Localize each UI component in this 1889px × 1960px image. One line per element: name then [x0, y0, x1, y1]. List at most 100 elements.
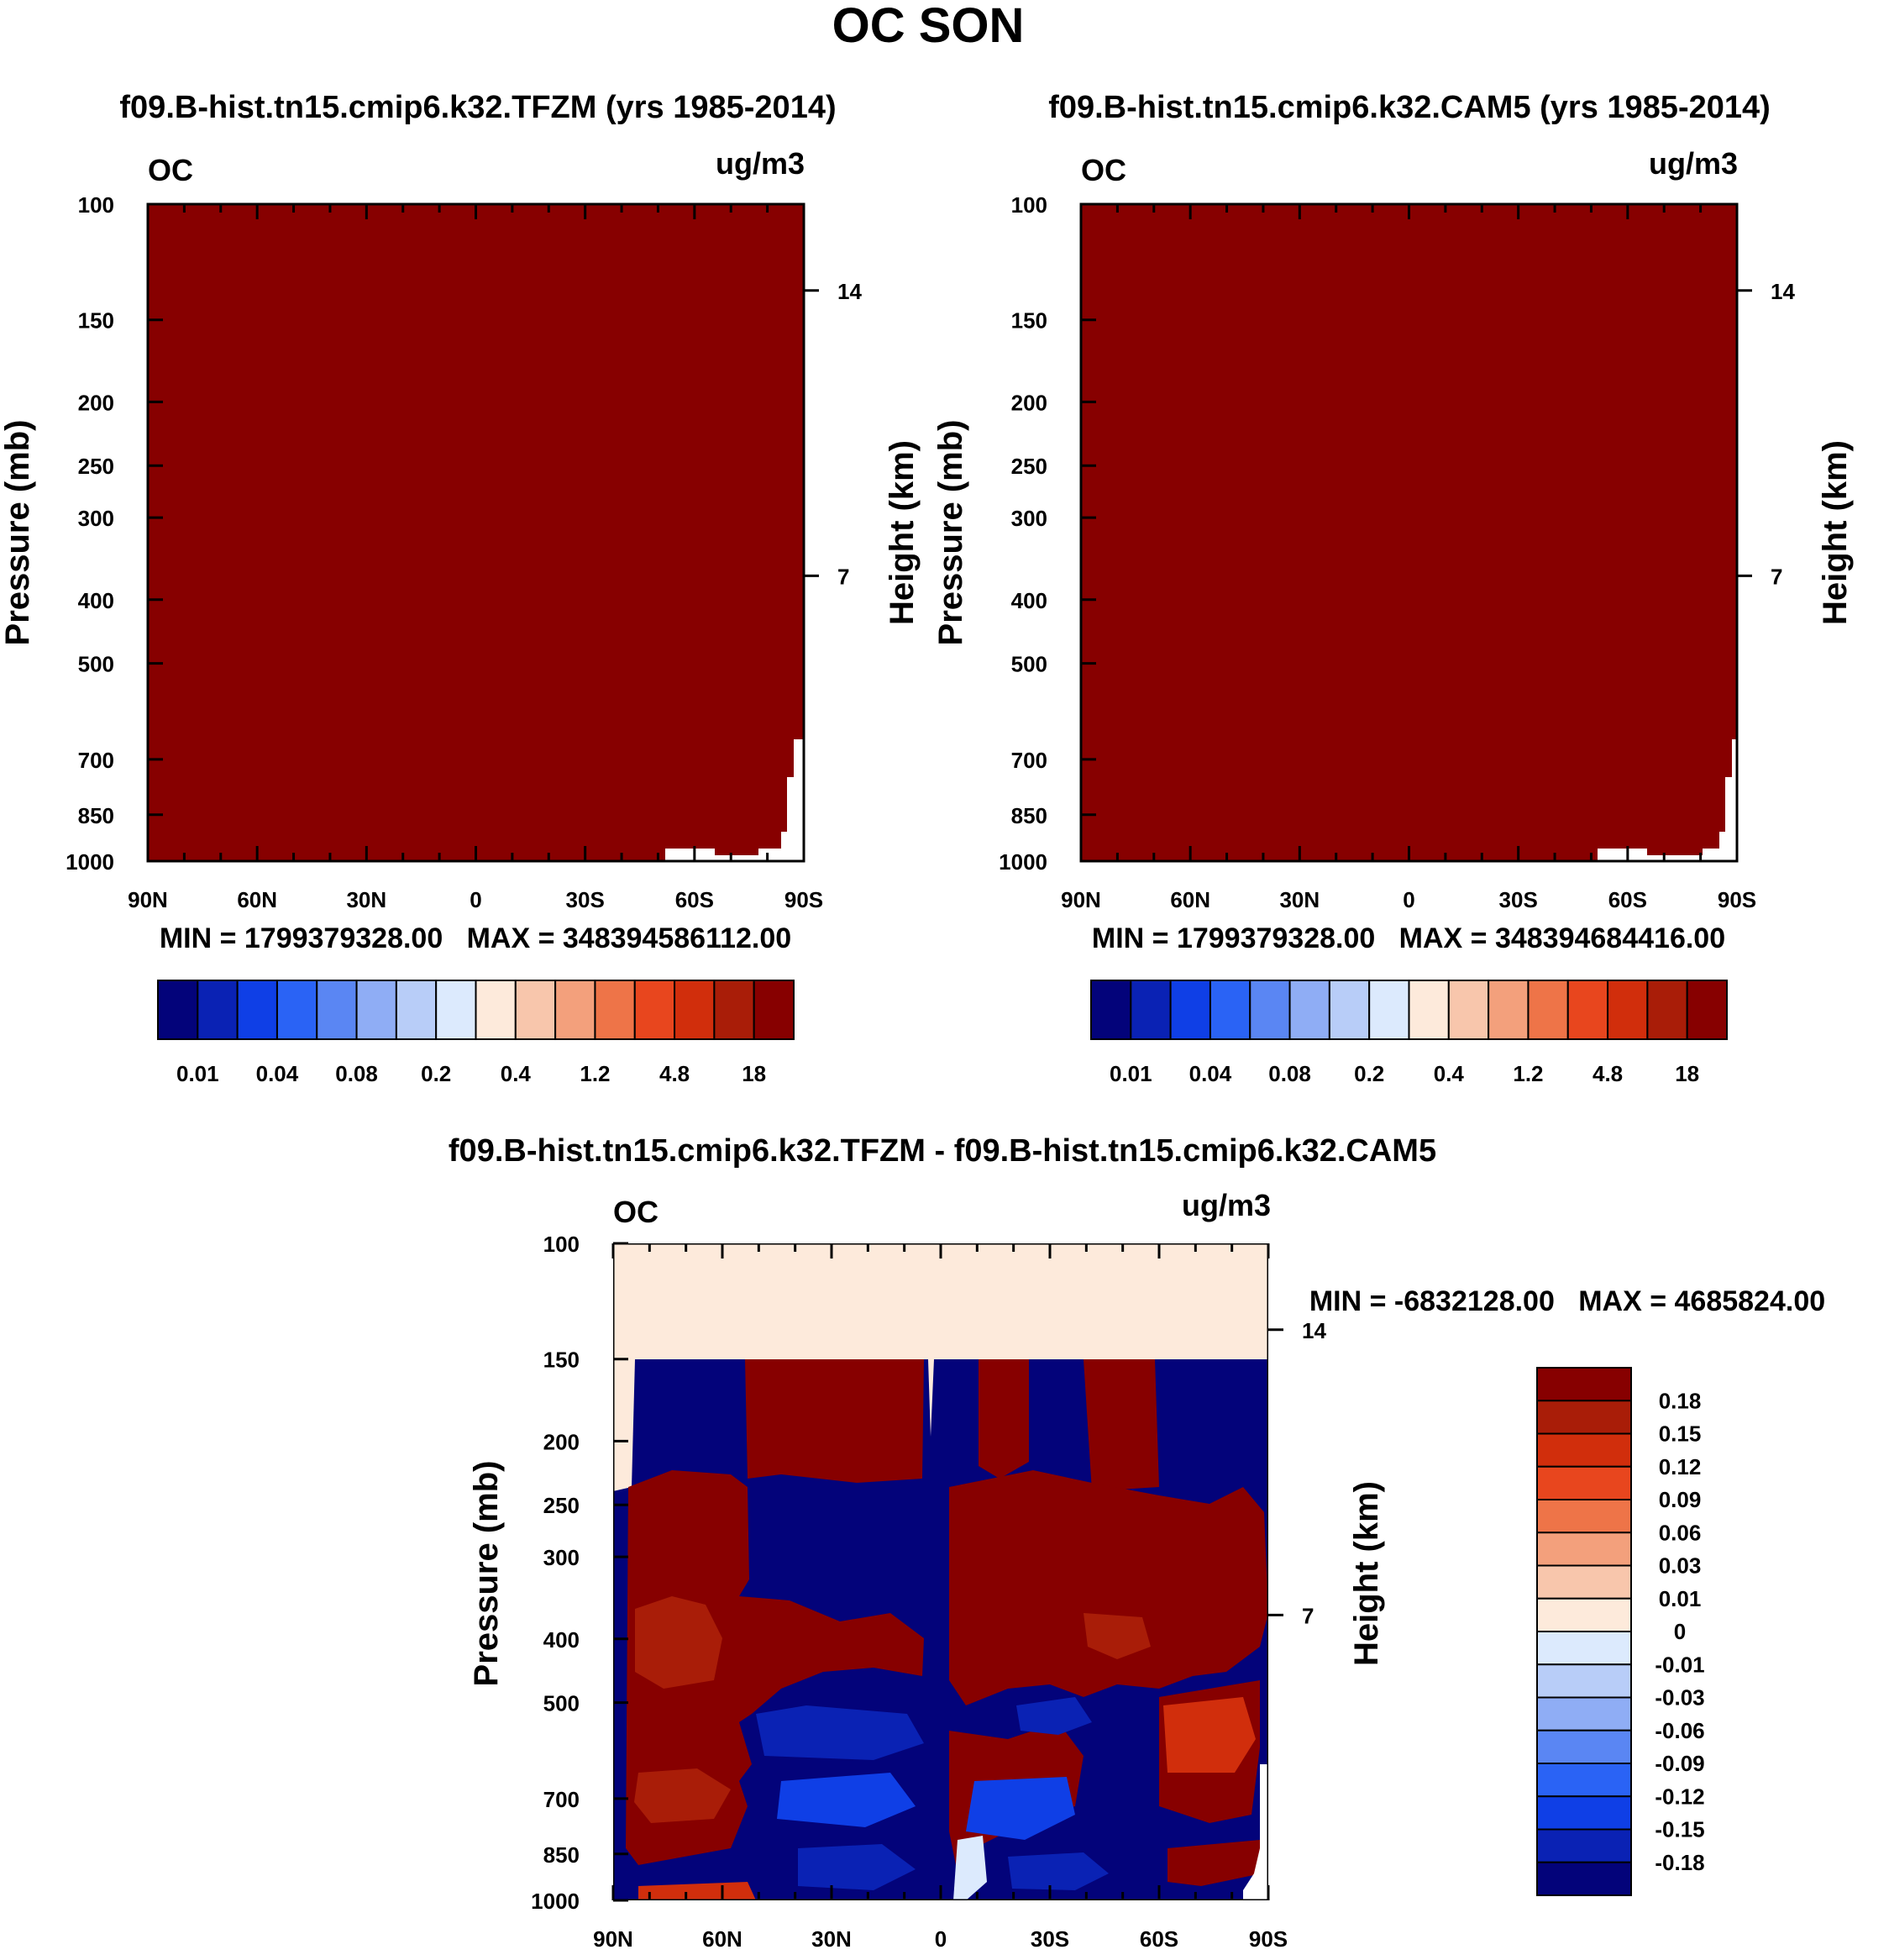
- figure-title: OC SON: [832, 0, 1025, 53]
- y-tick-label: 400: [543, 1627, 580, 1653]
- x-tick-label: 60N: [702, 1926, 742, 1952]
- x-tick-label: 60N: [237, 887, 277, 912]
- colorbar-swatch: [1130, 980, 1172, 1040]
- colorbar-swatch: [713, 980, 755, 1040]
- left-axis: 100 150 200 250 300 400 500 700 850 1000: [999, 192, 1096, 875]
- colorbar-swatch: [1536, 1499, 1632, 1534]
- y-axis-label: Pressure (mb): [932, 420, 969, 646]
- colorbar-swatch: [1536, 1367, 1632, 1402]
- colorbar-swatch: [275, 980, 318, 1040]
- bottom-axis: 90N 60N 30N 0 30S 60S 90S: [128, 846, 823, 912]
- colorbar-label: 0.04: [1189, 1061, 1232, 1086]
- colorbar-swatch: [1090, 980, 1132, 1040]
- units-label: ug/m3: [1182, 1188, 1271, 1222]
- colorbar-swatch: [1527, 980, 1569, 1040]
- colorbar: 0.18 0.15 0.12 0.09 0.06 0.03 0.01 0 -0.01 -0.03 -…: [1536, 1367, 1705, 1896]
- y-axis-right-label: Height (km): [1817, 440, 1854, 625]
- height-tick-label: 14: [1302, 1318, 1326, 1343]
- colorbar-label: 0.01: [176, 1061, 219, 1086]
- colorbar-swatch: [1536, 1763, 1632, 1798]
- min-max-stats: MIN = 1799379328.00 MAX = 348394684416.0…: [1092, 922, 1725, 954]
- colorbar-label: 0.04: [256, 1061, 299, 1086]
- plot-area: [1079, 202, 1739, 863]
- field-region: [953, 1836, 987, 1900]
- y-tick-label: 300: [543, 1545, 580, 1570]
- colorbar-swatch: [355, 980, 397, 1040]
- colorbar-label: 4.8: [659, 1061, 690, 1086]
- colorbar-swatch: [554, 980, 596, 1040]
- y-tick-label: 850: [543, 1842, 580, 1868]
- x-tick-label: 60S: [1608, 887, 1647, 912]
- colorbar-swatch: [395, 980, 438, 1040]
- field-region: [1016, 1697, 1092, 1735]
- colorbar-label: -0.09: [1655, 1751, 1704, 1776]
- y-tick-label: 500: [543, 1691, 580, 1716]
- colorbar-swatch: [1536, 1432, 1632, 1468]
- variable-label: OC: [1081, 153, 1126, 187]
- field-fill: [1081, 204, 1737, 861]
- colorbar-swatch: [1607, 980, 1649, 1040]
- panel-title: f09.B-hist.tn15.cmip6.k32.CAM5 (yrs 1985…: [1048, 90, 1771, 125]
- x-tick-label: 30N: [346, 887, 386, 912]
- panel-tfzm: f09.B-hist.tn15.cmip6.k32.TFZM (yrs 1985…: [0, 90, 921, 1086]
- colorbar-label: 18: [1675, 1061, 1699, 1086]
- colorbar-swatch: [1536, 1400, 1632, 1435]
- y-tick-label: 250: [78, 454, 114, 479]
- y-axis-label: Pressure (mb): [0, 420, 36, 646]
- colorbar-swatch: [1646, 980, 1688, 1040]
- y-tick-label: 250: [1011, 454, 1047, 479]
- field-region: [638, 1882, 756, 1900]
- min-max-stats: MIN = -6832128.00 MAX = 4685824.00: [1309, 1285, 1825, 1317]
- colorbar-swatch: [1328, 980, 1371, 1040]
- colorbar-label: 0.2: [1354, 1061, 1384, 1086]
- colorbar-label: 0.09: [1659, 1487, 1702, 1512]
- y-axis-label: Pressure (mb): [468, 1461, 505, 1687]
- colorbar-swatch: [753, 980, 795, 1040]
- y-tick-label: 500: [78, 652, 114, 677]
- y-tick-label: 100: [1011, 192, 1047, 218]
- y-tick-label: 300: [1011, 506, 1047, 531]
- colorbar-swatch: [1566, 980, 1609, 1040]
- y-tick-label: 850: [1011, 803, 1047, 828]
- colorbar-swatch: [1536, 1795, 1632, 1831]
- colorbar-swatch: [1536, 1564, 1632, 1600]
- y-tick-label: 200: [1011, 390, 1047, 415]
- x-tick-label: 60S: [675, 887, 714, 912]
- colorbar-swatch: [475, 980, 517, 1040]
- x-tick-label: 30S: [1499, 887, 1538, 912]
- colorbar: 0.01 0.04 0.08 0.2 0.4 1.2 4.8 18: [157, 980, 795, 1086]
- colorbar-label: 0.4: [1434, 1061, 1465, 1086]
- colorbar-swatch: [1488, 980, 1530, 1040]
- colorbar-label: 0.08: [1268, 1061, 1311, 1086]
- y-tick-label: 700: [1011, 748, 1047, 773]
- x-tick-label: 90N: [1061, 887, 1101, 912]
- field-region: [1008, 1852, 1109, 1890]
- field-region: [1084, 1613, 1151, 1659]
- y-tick-label: 150: [543, 1348, 580, 1373]
- colorbar-label: -0.03: [1655, 1685, 1704, 1710]
- colorbar-label: -0.18: [1655, 1850, 1704, 1875]
- colorbar-swatch: [316, 980, 358, 1040]
- colorbar-swatch: [236, 980, 278, 1040]
- colorbar-label: 4.8: [1593, 1061, 1623, 1086]
- x-tick-label: 30N: [811, 1926, 852, 1952]
- colorbar-swatch: [674, 980, 716, 1040]
- y-tick-label: 400: [78, 588, 114, 613]
- y-tick-label: 250: [543, 1493, 580, 1518]
- y-tick-label: 150: [1011, 308, 1047, 334]
- height-tick-label: 14: [837, 279, 862, 304]
- colorbar-label: 0.15: [1659, 1421, 1702, 1447]
- y-tick-label: 100: [78, 192, 114, 218]
- x-tick-label: 0: [935, 1926, 947, 1952]
- y-tick-label: 1000: [531, 1889, 580, 1914]
- plot-area: [146, 202, 805, 863]
- y-tick-label: 200: [78, 390, 114, 415]
- variable-label: OC: [148, 153, 193, 187]
- field-region: [777, 1773, 916, 1827]
- height-tick-label: 7: [1302, 1603, 1314, 1628]
- field-region: [966, 1777, 1075, 1840]
- height-tick-label: 7: [1771, 564, 1782, 589]
- panel-difference: f09.B-hist.tn15.cmip6.k32.TFZM - f09.B-h…: [449, 1133, 1825, 1952]
- colorbar-label: -0.12: [1655, 1784, 1704, 1809]
- y-tick-label: 850: [78, 803, 114, 828]
